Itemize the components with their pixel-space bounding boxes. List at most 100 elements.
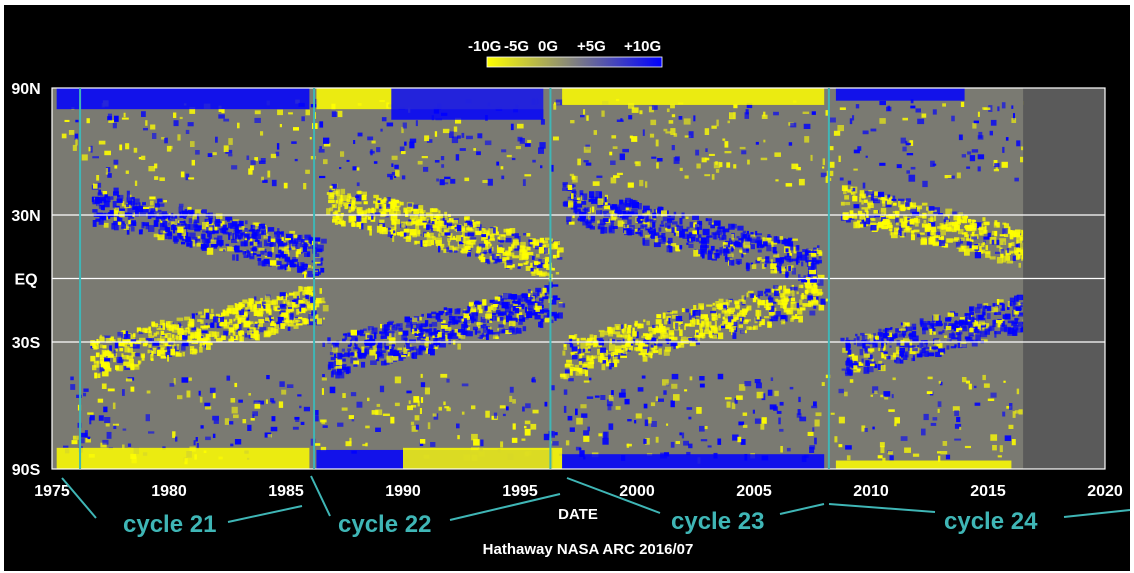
- magnetic-field-cell: [354, 351, 357, 357]
- magnetic-field-cell: [676, 225, 684, 231]
- magnetic-field-cell: [288, 242, 291, 249]
- magnetic-field-cell: [367, 225, 372, 231]
- magnetic-field-cell: [480, 316, 486, 323]
- magnetic-field-cell: [912, 453, 920, 457]
- magnetic-field-cell: [898, 229, 901, 235]
- magnetic-field-cell: [934, 215, 937, 221]
- magnetic-field-cell: [225, 228, 228, 235]
- magnetic-field-cell: [191, 159, 195, 166]
- magnetic-field-cell: [899, 359, 904, 364]
- magnetic-field-cell: [411, 425, 418, 432]
- magnetic-field-cell: [419, 214, 423, 220]
- magnetic-field-cell: [778, 261, 782, 266]
- magnetic-field-cell: [283, 312, 288, 318]
- magnetic-field-cell: [512, 423, 516, 430]
- magnetic-field-cell: [191, 313, 195, 320]
- magnetic-field-cell: [234, 245, 237, 253]
- magnetic-field-cell: [437, 319, 443, 322]
- magnetic-field-cell: [498, 239, 505, 242]
- magnetic-field-cell: [641, 335, 646, 339]
- magnetic-field-cell: [675, 245, 680, 251]
- magnetic-field-cell: [977, 154, 985, 160]
- magnetic-field-cell: [715, 169, 720, 173]
- magnetic-field-cell: [315, 314, 319, 319]
- magnetic-field-cell: [449, 131, 454, 138]
- magnetic-field-cell: [163, 215, 167, 220]
- magnetic-field-cell: [847, 180, 852, 185]
- magnetic-field-cell: [268, 316, 273, 320]
- magnetic-field-cell: [458, 329, 464, 333]
- magnetic-field-cell: [796, 291, 799, 295]
- magnetic-field-cell: [349, 437, 352, 444]
- magnetic-field-cell: [847, 214, 852, 217]
- magnetic-field-cell: [777, 286, 781, 294]
- magnetic-field-cell: [634, 323, 642, 326]
- magnetic-field-cell: [670, 441, 675, 448]
- magnetic-field-cell: [971, 339, 978, 347]
- magnetic-field-cell: [254, 401, 261, 409]
- magnetic-field-cell: [853, 149, 860, 154]
- magnetic-field-cell: [651, 337, 655, 340]
- magnetic-field-cell: [939, 239, 946, 246]
- magnetic-field-cell: [797, 409, 801, 415]
- magnetic-field-cell: [848, 339, 855, 343]
- x-tick-label: 2020: [1087, 483, 1123, 500]
- magnetic-field-cell: [169, 343, 176, 349]
- magnetic-field-cell: [620, 118, 623, 121]
- magnetic-field-cell: [79, 438, 85, 444]
- magnetic-field-cell: [795, 257, 800, 263]
- magnetic-field-cell: [424, 336, 430, 341]
- magnetic-field-cell: [887, 332, 893, 340]
- magnetic-field-cell: [505, 237, 512, 243]
- magnetic-field-cell: [478, 243, 485, 248]
- magnetic-field-cell: [432, 208, 439, 213]
- magnetic-field-cell: [523, 296, 528, 302]
- magnetic-field-cell: [114, 216, 121, 222]
- magnetic-field-cell: [688, 313, 696, 320]
- magnetic-field-cell: [489, 313, 496, 316]
- magnetic-field-cell: [105, 167, 108, 175]
- magnetic-field-cell: [1016, 140, 1021, 147]
- magnetic-field-cell: [168, 218, 173, 221]
- magnetic-field-cell: [171, 216, 176, 222]
- magnetic-field-cell: [526, 293, 531, 300]
- magnetic-field-cell: [610, 177, 617, 184]
- magnetic-field-cell: [449, 329, 454, 337]
- magnetic-field-cell: [919, 342, 923, 348]
- magnetic-field-cell: [200, 210, 203, 213]
- magnetic-field-cell: [445, 312, 448, 316]
- magnetic-field-cell: [435, 313, 441, 320]
- magnetic-field-cell: [334, 210, 339, 215]
- magnetic-field-cell: [1017, 321, 1025, 328]
- magnetic-field-cell: [1013, 247, 1019, 254]
- magnetic-field-cell: [302, 318, 307, 325]
- magnetic-field-cell: [647, 417, 652, 424]
- magnetic-field-cell: [853, 221, 860, 229]
- magnetic-field-cell: [846, 218, 851, 223]
- x-tick-label: 1980: [151, 483, 187, 500]
- magnetic-field-cell: [656, 162, 659, 169]
- magnetic-field-cell: [299, 405, 302, 409]
- magnetic-field-cell: [733, 164, 737, 169]
- magnetic-field-cell: [757, 290, 763, 296]
- magnetic-field-cell: [448, 220, 453, 227]
- magnetic-field-cell: [717, 332, 724, 340]
- magnetic-field-cell: [481, 332, 484, 338]
- magnetic-field-cell: [679, 167, 683, 171]
- magnetic-field-cell: [275, 151, 280, 157]
- magnetic-field-cell: [242, 299, 248, 304]
- magnetic-field-cell: [956, 329, 961, 336]
- magnetic-field-cell: [773, 285, 779, 289]
- magnetic-field-cell: [322, 374, 325, 377]
- magnetic-field-cell: [374, 212, 381, 215]
- magnetic-field-cell: [310, 438, 316, 446]
- magnetic-field-cell: [275, 237, 281, 243]
- magnetic-field-cell: [291, 306, 294, 311]
- magnetic-field-cell: [895, 358, 902, 364]
- magnetic-field-cell: [616, 172, 623, 175]
- magnetic-field-cell: [994, 311, 1002, 315]
- magnetic-field-cell: [371, 327, 378, 334]
- magnetic-field-cell: [313, 410, 319, 416]
- magnetic-field-cell: [985, 245, 988, 251]
